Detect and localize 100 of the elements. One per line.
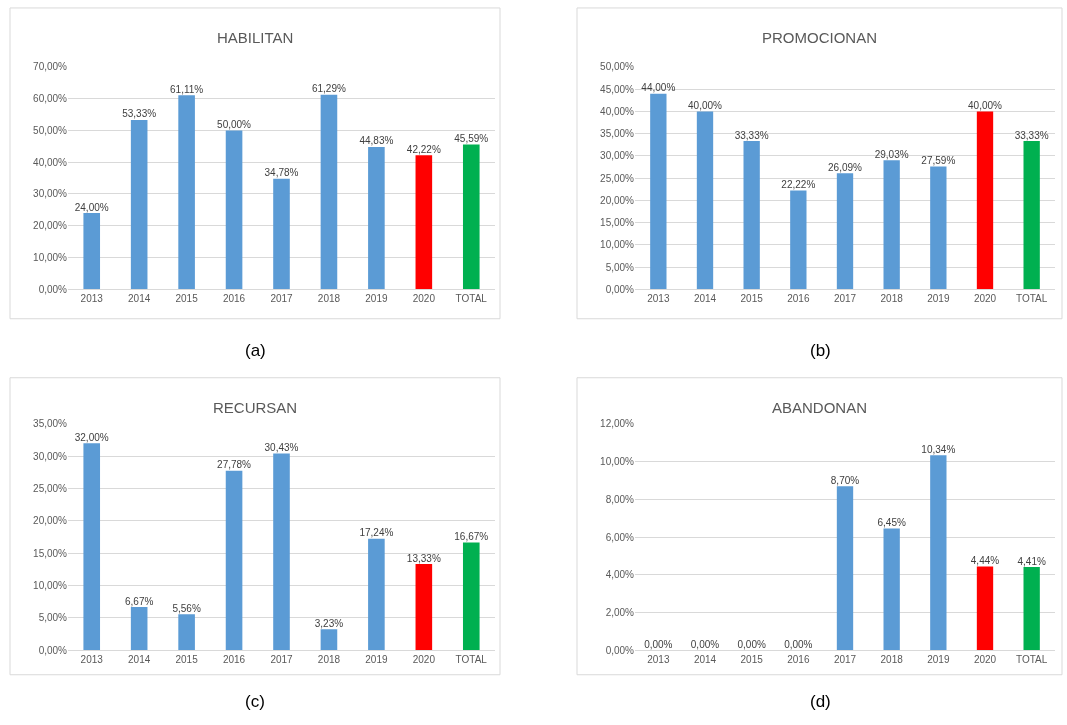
x-tick-label: 2015	[175, 293, 199, 305]
data-label: 0,00%	[690, 638, 720, 650]
chart-title: RECURSAN	[213, 399, 298, 416]
y-tick-label: 40,00%	[33, 156, 68, 168]
bar	[225, 130, 243, 290]
y-tick-label: 40,00%	[600, 105, 635, 117]
data-label: 44,00%	[641, 82, 676, 94]
bar	[462, 144, 480, 290]
bar	[225, 470, 243, 651]
data-label: 16,67%	[454, 530, 489, 542]
data-label: 24,00%	[74, 201, 109, 213]
y-tick-label: 10,00%	[600, 456, 635, 468]
data-label: 27,59%	[921, 155, 956, 167]
x-tick-label: 2019	[927, 654, 950, 666]
y-tick-label: 30,00%	[33, 188, 68, 200]
x-tick-label: 2014	[693, 654, 717, 666]
x-tick-label: 2018	[880, 293, 904, 305]
y-tick-label: 50,00%	[33, 124, 68, 136]
data-label: 44,83%	[359, 135, 394, 147]
y-tick-label: 0,00%	[38, 283, 68, 295]
bar	[930, 166, 947, 290]
y-tick-label: 10,00%	[33, 580, 68, 592]
y-tick-label: 25,00%	[33, 483, 68, 495]
x-tick-label: 2016	[787, 293, 810, 305]
bar	[320, 94, 338, 290]
x-tick-label: 2020	[973, 654, 997, 666]
data-label: 61,11%	[170, 83, 204, 95]
x-tick-label: 2015	[175, 654, 199, 666]
text: (d)	[810, 692, 831, 711]
bar	[696, 111, 714, 290]
bar	[368, 538, 385, 651]
data-label: 50,00%	[217, 118, 252, 130]
y-tick-label: 4,00%	[605, 569, 635, 581]
x-tick-label: 2013	[647, 654, 670, 666]
x-tick-label: 2015	[740, 293, 764, 305]
bar	[930, 455, 947, 651]
y-tick-label: 60,00%	[33, 93, 68, 105]
data-label: 4,41%	[1017, 555, 1046, 567]
data-label: 8,70%	[830, 474, 860, 486]
data-label: 33,33%	[1014, 129, 1049, 141]
y-tick-label: 0,00%	[38, 644, 68, 656]
bar	[462, 542, 480, 651]
bar	[415, 564, 433, 651]
x-tick-label: 2017	[270, 293, 294, 305]
data-label: 53,33%	[122, 108, 157, 120]
data-label: 0,00%	[737, 638, 766, 650]
y-tick-label: 6,00%	[605, 531, 635, 543]
x-tick-label: 2014	[128, 654, 151, 666]
data-label: 4,44%	[970, 554, 1000, 566]
y-tick-label: 30,00%	[33, 450, 68, 462]
x-tick-label: TOTAL	[1016, 293, 1048, 305]
x-tick-label: 2017	[833, 654, 857, 666]
bar	[130, 119, 148, 290]
data-label: 33,33%	[734, 129, 769, 141]
data-label: 17,24%	[359, 527, 394, 539]
x-tick-label: 2013	[80, 654, 104, 666]
y-tick-label: 20,00%	[33, 220, 68, 232]
x-tick-label: 2020	[412, 293, 436, 305]
y-tick-label: 2,00%	[605, 606, 635, 618]
chart-title: ABANDONAN	[772, 399, 868, 416]
bar	[320, 629, 338, 651]
bar	[273, 178, 290, 290]
bar	[650, 93, 667, 290]
y-tick-label: 70,00%	[33, 61, 68, 73]
bar	[83, 443, 101, 651]
x-tick-label: 2013	[80, 293, 104, 305]
y-tick-label: 45,00%	[600, 83, 635, 95]
data-label: 6,67%	[124, 595, 154, 607]
x-tick-label: 2020	[973, 293, 997, 305]
x-tick-label: 2016	[222, 654, 246, 666]
data-label: 5,56%	[172, 602, 201, 614]
bar	[178, 614, 195, 651]
y-tick-label: 15,00%	[33, 547, 68, 559]
data-label: 30,43%	[264, 442, 299, 453]
y-tick-label: 5,00%	[38, 612, 68, 624]
y-tick-label: 15,00%	[600, 217, 635, 229]
data-label: 6,45%	[877, 517, 906, 529]
data-label: 0,00%	[644, 638, 673, 650]
x-tick-label: TOTAL	[455, 293, 488, 305]
bar	[976, 566, 994, 651]
data-label: 40,00%	[688, 99, 723, 111]
x-tick-label: 2014	[693, 293, 717, 305]
bar	[83, 213, 101, 290]
y-tick-label: 50,00%	[600, 61, 635, 73]
data-label: 0,00%	[784, 638, 813, 650]
y-tick-label: 10,00%	[600, 239, 635, 251]
bar	[130, 607, 148, 651]
data-label: 26,09%	[828, 161, 863, 173]
bar	[1023, 141, 1040, 290]
x-tick-label: 2018	[880, 654, 904, 666]
data-label: 32,00%	[74, 431, 109, 443]
text: (a)	[245, 341, 266, 360]
y-tick-label: 0,00%	[605, 644, 635, 656]
x-tick-label: 2020	[412, 654, 436, 666]
chart-title: HABILITAN	[217, 29, 294, 46]
x-tick-label: 2018	[317, 293, 341, 305]
bar	[743, 141, 760, 290]
x-tick-label: TOTAL	[1016, 654, 1048, 666]
data-label: 42,22%	[406, 143, 441, 155]
bar	[368, 146, 385, 290]
